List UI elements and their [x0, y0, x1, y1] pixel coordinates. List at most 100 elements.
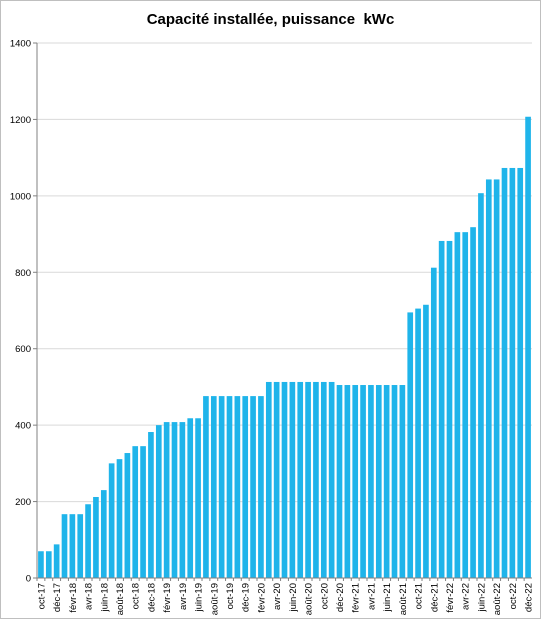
bar [218, 396, 225, 578]
bar [360, 385, 366, 578]
x-tick-label: déc-17 [52, 583, 63, 612]
bar [336, 385, 343, 578]
x-tick-label: juin-22 [476, 583, 487, 613]
x-tick-label: août-20 [304, 583, 315, 615]
x-tick-label: juin-18 [99, 583, 110, 613]
bar [430, 267, 437, 578]
bar [407, 312, 414, 578]
x-tick-label: avr-20 [272, 583, 283, 610]
bars [38, 116, 531, 578]
bar [344, 385, 351, 578]
bar [509, 167, 516, 578]
bar [438, 240, 445, 578]
x-tick-label: déc-18 [146, 583, 157, 612]
x-tick-label: févr-21 [351, 583, 362, 613]
x-tick-label: juin-19 [194, 583, 205, 613]
x-tick-labels: oct-17 déc-17 févr-18 avr-18 juin-18 août-18 o… [36, 583, 534, 615]
x-tick-label: févr-18 [68, 583, 79, 613]
bar [328, 381, 335, 578]
bar [525, 116, 531, 578]
x-tick-label: févr-19 [162, 583, 173, 613]
x-tick-label: avr-19 [178, 583, 189, 610]
x-tick-label: févr-20 [256, 583, 267, 613]
x-tick-label: déc-19 [241, 583, 252, 612]
bar [85, 504, 91, 578]
y-tick-label: 200 [15, 497, 31, 508]
x-tick-label: juin-21 [382, 583, 393, 613]
bar [281, 381, 288, 578]
x-tick-label: juin-20 [288, 583, 299, 613]
y-tick-label: 800 [15, 268, 31, 279]
bar [179, 422, 186, 578]
bar [273, 381, 280, 578]
x-tick-label: oct-18 [131, 583, 142, 609]
bar [352, 385, 359, 578]
bar [454, 232, 461, 578]
y-tick-label: 400 [15, 421, 31, 432]
bar [203, 396, 209, 578]
bar [517, 167, 524, 578]
bar [250, 396, 256, 578]
bar [501, 167, 508, 578]
x-tick-label: août-22 [492, 583, 503, 615]
y-tick-label: 1000 [10, 191, 31, 202]
x-tick-label: avr-22 [461, 583, 472, 610]
bar [305, 381, 311, 578]
y-tick-label: 0 [26, 574, 31, 585]
bar [124, 453, 131, 578]
x-tick-label: oct-19 [225, 583, 236, 609]
y-tick-label: 1200 [10, 115, 31, 126]
bar [116, 459, 123, 578]
y-tick-labels: 0 200 400 600 800 1000 1200 1400 [10, 39, 31, 585]
bar [470, 227, 476, 578]
bar [210, 396, 217, 578]
bar [132, 446, 139, 578]
x-tick-label: févr-22 [445, 583, 456, 613]
x-tick-label: août-18 [115, 583, 126, 615]
bar [462, 232, 469, 578]
bar [320, 381, 327, 578]
bar [375, 385, 382, 578]
bar [226, 396, 233, 578]
y-tick-label: 600 [15, 344, 31, 355]
bar [415, 308, 421, 578]
bar [155, 425, 162, 578]
x-tick-label: avr-18 [84, 583, 95, 610]
bar [93, 496, 99, 578]
bar [391, 385, 398, 578]
y-tick-label: 1400 [10, 39, 31, 50]
bar [446, 240, 453, 578]
x-tick-label: déc-20 [335, 583, 346, 612]
bar [297, 381, 304, 578]
bar [69, 514, 76, 578]
x-tick-label: déc-22 [524, 583, 535, 612]
bar [368, 385, 374, 578]
bar [77, 514, 84, 578]
bar [493, 179, 500, 578]
x-tick-label: oct-21 [414, 583, 425, 609]
bar [423, 304, 429, 578]
bar [148, 432, 154, 578]
bar [100, 490, 107, 578]
bar [195, 418, 201, 578]
chart-title: Capacité installée, puissance kWc [146, 11, 395, 28]
bar [108, 463, 115, 578]
bar [265, 381, 272, 578]
x-tick-label: oct-20 [319, 583, 330, 609]
bar [383, 385, 390, 578]
bar [485, 179, 492, 578]
gridlines [37, 42, 532, 503]
axes [33, 42, 532, 581]
bar [187, 418, 194, 578]
bar [234, 396, 241, 578]
bar [38, 551, 44, 578]
bar [242, 396, 249, 578]
bar [478, 193, 484, 578]
bar [61, 514, 68, 578]
x-tick-label: déc-21 [429, 583, 440, 612]
x-tick-label: oct-17 [36, 583, 47, 609]
bar [399, 385, 406, 578]
x-tick-label: août-21 [398, 583, 409, 615]
